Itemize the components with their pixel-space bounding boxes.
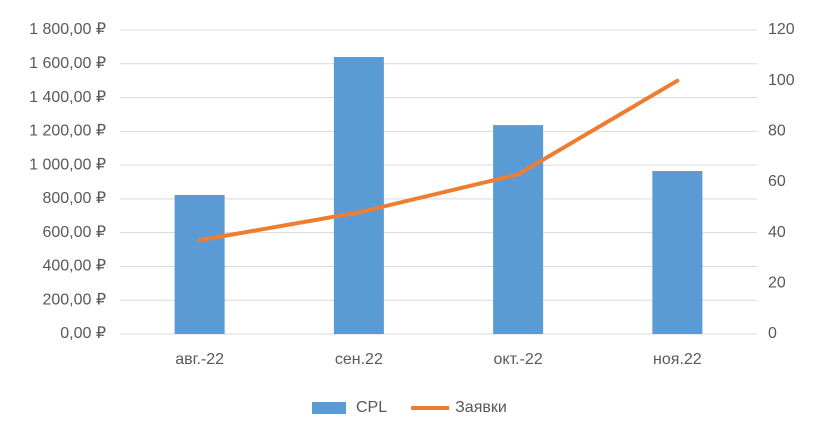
bar [493, 125, 544, 334]
x-tick-label: авг.-22 [175, 351, 224, 368]
y2-tick-label: 100 [768, 72, 795, 89]
line [197, 78, 680, 243]
y-tick-label: 600,00 ₽ [42, 224, 106, 241]
y2-tick-label: 40 [768, 224, 786, 241]
y-tick-label: 1 000,00 ₽ [29, 156, 106, 173]
y-tick-label: 1 200,00 ₽ [29, 123, 106, 140]
y-tick-label: 200,00 ₽ [42, 291, 106, 308]
bar [333, 57, 384, 335]
legend-swatch [312, 402, 346, 414]
x-tick-label: окт.-22 [494, 351, 543, 368]
y-tick-label: 1 800,00 ₽ [29, 21, 106, 38]
bar [652, 171, 703, 334]
y-tick-label: 1 400,00 ₽ [29, 89, 106, 106]
y2-tick-label: 120 [768, 21, 795, 38]
y-tick-label: 0,00 ₽ [60, 325, 106, 342]
y2-tick-label: 60 [768, 173, 786, 190]
legend-label: CPL [356, 399, 387, 416]
y2-tick-label: 0 [768, 325, 777, 342]
y2-tick-label: 80 [768, 123, 786, 140]
legend-label: Заявки [455, 399, 507, 416]
x-tick-label: ноя.22 [653, 351, 702, 368]
y-tick-label: 800,00 ₽ [42, 190, 106, 207]
x-tick-label: сен.22 [335, 351, 383, 368]
bar [174, 195, 225, 334]
y-tick-label: 1 600,00 ₽ [29, 55, 106, 72]
y-tick-label: 400,00 ₽ [42, 258, 106, 275]
y2-tick-label: 20 [768, 275, 786, 292]
